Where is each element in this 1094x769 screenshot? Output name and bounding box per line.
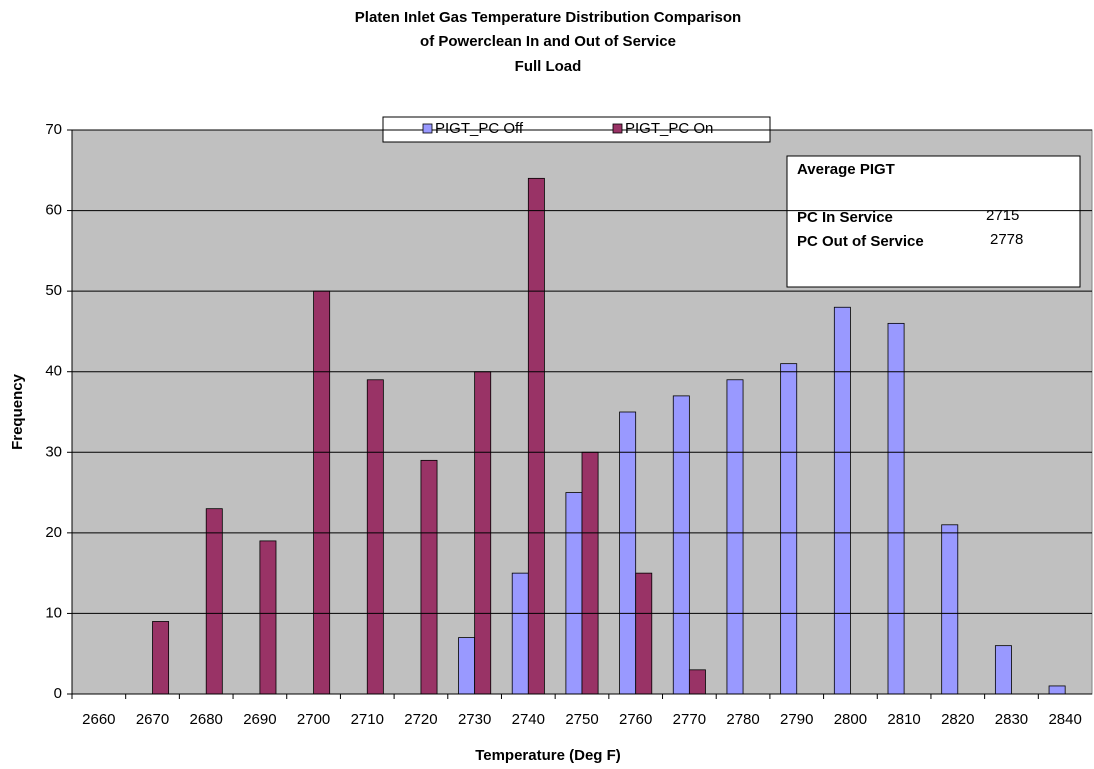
annotation-value: 2715 [986,207,1019,224]
x-tick-label: 2720 [404,711,437,728]
annotation-title: Average PIGT [797,161,895,178]
bar [833,306,851,695]
y-tick-label: 0 [54,685,62,702]
bar [420,459,438,695]
x-tick-label: 2830 [995,711,1028,728]
x-tick-label: 2670 [136,711,169,728]
legend-swatch [422,123,433,134]
annotation-label: PC In Service [797,209,893,226]
bar [565,492,583,695]
legend-label: PIGT_PC Off [435,120,524,137]
x-tick-label: 2690 [243,711,276,728]
x-tick-label: 2750 [565,711,598,728]
y-tick-label: 30 [45,443,62,460]
chart-title: Platen Inlet Gas Temperature Distributio… [355,9,741,26]
chart-title: Full Load [515,58,582,75]
x-tick-label: 2790 [780,711,813,728]
bar [635,572,653,695]
chart-title: of Powerclean In and Out of Service [420,33,676,50]
x-tick-label: 2780 [726,711,759,728]
x-tick-label: 2710 [351,711,384,728]
bar [458,637,476,695]
x-tick-label: 2770 [673,711,706,728]
annotation-label: PC Out of Service [797,233,924,250]
y-tick-label: 50 [45,282,62,299]
legend-label: PIGT_PC On [625,120,713,137]
y-tick-label: 60 [45,202,62,219]
legend-swatch [612,123,623,134]
x-tick-label: 2800 [834,711,867,728]
bar [994,645,1012,695]
bar [527,177,545,695]
x-tick-label: 2680 [190,711,223,728]
x-axis-label: Temperature (Deg F) [475,747,621,764]
x-tick-label: 2730 [458,711,491,728]
y-axis-label: Frequency [9,373,26,450]
bar [205,508,223,695]
x-tick-label: 2810 [887,711,920,728]
bar [619,411,637,695]
bar [581,451,599,695]
y-tick-label: 20 [45,524,62,541]
bar [313,290,331,695]
y-tick-label: 40 [45,363,62,380]
x-tick-label: 2660 [82,711,115,728]
x-tick-label: 2760 [619,711,652,728]
x-tick-label: 2700 [297,711,330,728]
bar [366,379,384,695]
y-tick-label: 10 [45,604,62,621]
bar [152,621,170,695]
bar [780,363,798,695]
bar [259,540,277,695]
x-tick-label: 2820 [941,711,974,728]
bar [688,669,706,695]
bar [941,524,959,695]
bar [1048,685,1066,695]
x-tick-label: 2740 [512,711,545,728]
bar [511,572,529,695]
bar [672,395,690,695]
annotation-value: 2778 [990,231,1023,248]
bar [726,379,744,695]
x-tick-label: 2840 [1048,711,1081,728]
bar [887,322,905,695]
y-tick-label: 70 [45,121,62,138]
annotation-box [786,155,1081,288]
